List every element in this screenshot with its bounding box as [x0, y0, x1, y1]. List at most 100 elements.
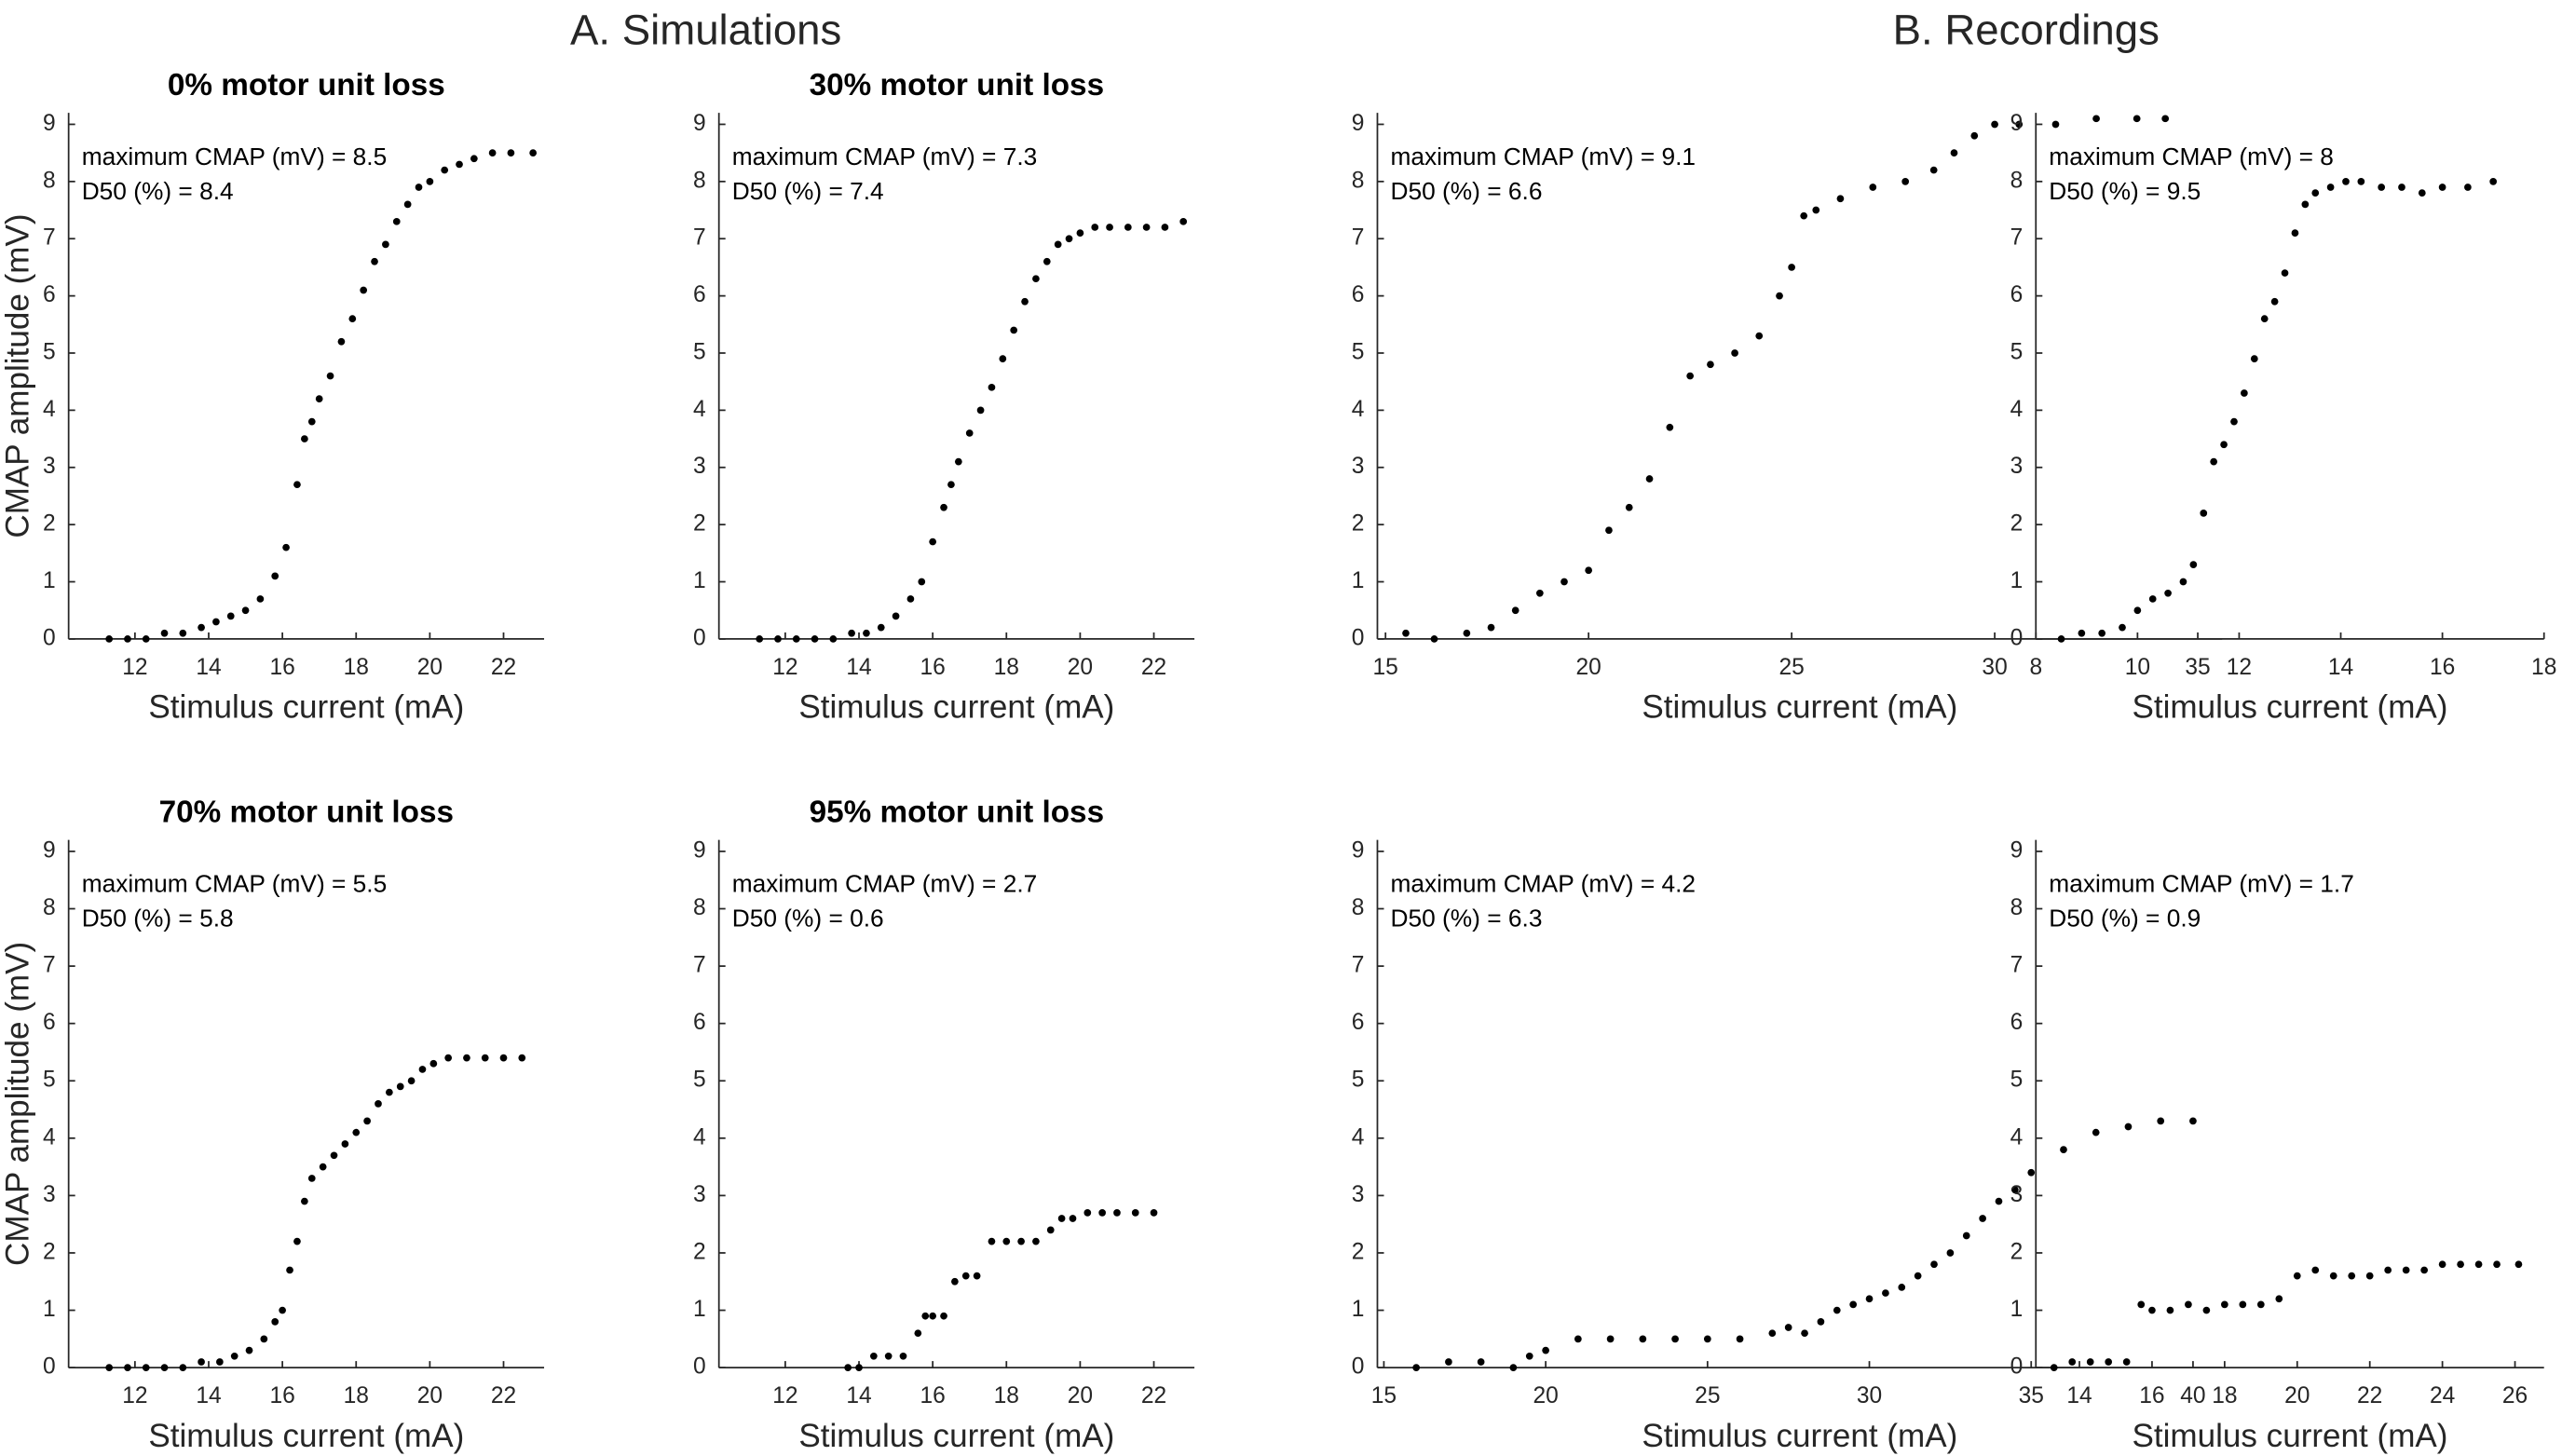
annotation: maximum CMAP (mV) = 5.5: [82, 870, 388, 898]
x-tick-label: 18: [2531, 655, 2556, 680]
data-point: [307, 417, 316, 426]
data-point: [241, 606, 250, 615]
data-point: [2239, 1300, 2247, 1309]
panel-title: 0% motor unit loss: [168, 68, 445, 102]
data-point: [124, 635, 131, 643]
data-point: [2438, 1260, 2446, 1269]
y-tick-label: 5: [693, 1068, 706, 1093]
data-point: [1525, 1352, 1533, 1360]
annotation: maximum CMAP (mV) = 8.5: [82, 143, 388, 170]
x-tick-label: 10: [2125, 655, 2150, 680]
data-point: [499, 1054, 508, 1062]
x-axis-label: Stimulus current (mA): [2132, 689, 2447, 726]
data-point: [1703, 1335, 1711, 1343]
data-point: [1991, 120, 1998, 129]
y-tick-label: 1: [1352, 1297, 1365, 1322]
data-point: [988, 1237, 996, 1245]
data-point: [1585, 566, 1593, 575]
x-tick-label: 16: [920, 1383, 945, 1408]
y-tick-label: 8: [693, 168, 706, 193]
data-point: [1776, 292, 1783, 300]
data-point: [1788, 264, 1795, 271]
x-tick-label: 22: [2357, 1383, 2382, 1408]
data-point: [426, 177, 434, 185]
panel-title: 30% motor unit loss: [810, 68, 1105, 102]
y-tick-label: 9: [693, 111, 706, 136]
data-point: [2092, 1128, 2100, 1136]
data-point: [363, 1117, 371, 1125]
y-tick-label: 7: [693, 225, 706, 251]
y-tick-label: 0: [43, 625, 56, 650]
y-tick-label: 4: [693, 397, 706, 422]
data-point: [2293, 1272, 2301, 1280]
data-point: [811, 635, 819, 643]
data-point: [160, 629, 169, 637]
y-tick-label: 2: [693, 511, 706, 537]
y-tick-label: 4: [2010, 1124, 2024, 1150]
data-point: [1021, 297, 1029, 306]
y-tick-label: 1: [693, 568, 706, 593]
x-tick-label: 14: [196, 1383, 221, 1408]
data-point: [124, 1364, 131, 1371]
data-point: [1801, 1329, 1808, 1338]
y-axis-label: CMAP amplitude (mV): [0, 213, 35, 537]
data-point: [1882, 1289, 1889, 1297]
data-point: [2250, 355, 2258, 362]
data-point: [2148, 595, 2157, 603]
data-point: [863, 629, 870, 637]
data-point: [2398, 184, 2405, 191]
data-point: [2105, 1358, 2113, 1366]
data-point: [1142, 224, 1151, 231]
x-tick-label: 24: [2430, 1383, 2455, 1408]
y-tick-label: 0: [693, 1354, 706, 1380]
data-point: [1812, 206, 1820, 214]
x-tick-label: 20: [1068, 655, 1093, 680]
x-tick-label: 14: [846, 655, 871, 680]
data-point: [2161, 115, 2170, 123]
data-point: [1950, 149, 1958, 157]
y-tick-label: 2: [1352, 1239, 1365, 1264]
data-point: [463, 1054, 470, 1062]
data-point: [2166, 1306, 2174, 1314]
y-tick-label: 8: [1352, 168, 1365, 193]
data-point: [282, 543, 290, 551]
data-point: [2060, 1146, 2067, 1153]
y-tick-label: 3: [693, 1182, 706, 1207]
data-point: [1065, 235, 1073, 243]
data-point: [2270, 297, 2279, 306]
y-tick-label: 9: [1352, 837, 1365, 863]
data-point: [929, 1312, 937, 1320]
data-point: [1106, 224, 1113, 231]
y-tick-label: 5: [2010, 1068, 2024, 1093]
x-tick-label: 25: [1778, 655, 1804, 680]
data-point: [1032, 275, 1040, 283]
data-point: [2260, 315, 2269, 323]
data-point: [1046, 1226, 1055, 1234]
y-tick-label: 6: [43, 282, 56, 307]
y-tick-label: 1: [693, 1297, 706, 1322]
x-tick-label: 22: [1141, 655, 1166, 680]
y-tick-label: 6: [693, 282, 706, 307]
data-point: [1666, 423, 1674, 431]
data-point: [1131, 1209, 1139, 1217]
data-point: [1849, 1300, 1858, 1309]
y-tick-label: 0: [1352, 625, 1365, 650]
data-point: [2202, 1306, 2211, 1314]
annotation: maximum CMAP (mV) = 2.7: [732, 870, 1038, 898]
x-tick-label: 40: [2180, 1383, 2205, 1408]
data-point: [386, 1088, 393, 1096]
data-point: [2078, 629, 2086, 637]
data-point: [1463, 629, 1471, 637]
data-point: [973, 1272, 981, 1280]
data-point: [392, 217, 401, 225]
x-tick-label: 18: [994, 1383, 1019, 1408]
data-point: [456, 160, 463, 169]
data-point: [279, 1306, 286, 1314]
data-point: [2438, 184, 2446, 191]
data-point: [2098, 629, 2106, 637]
data-point: [429, 1059, 438, 1068]
data-point: [2011, 1186, 2019, 1194]
data-point: [230, 1352, 238, 1360]
data-point: [1002, 1237, 1011, 1245]
data-point: [1836, 195, 1845, 203]
